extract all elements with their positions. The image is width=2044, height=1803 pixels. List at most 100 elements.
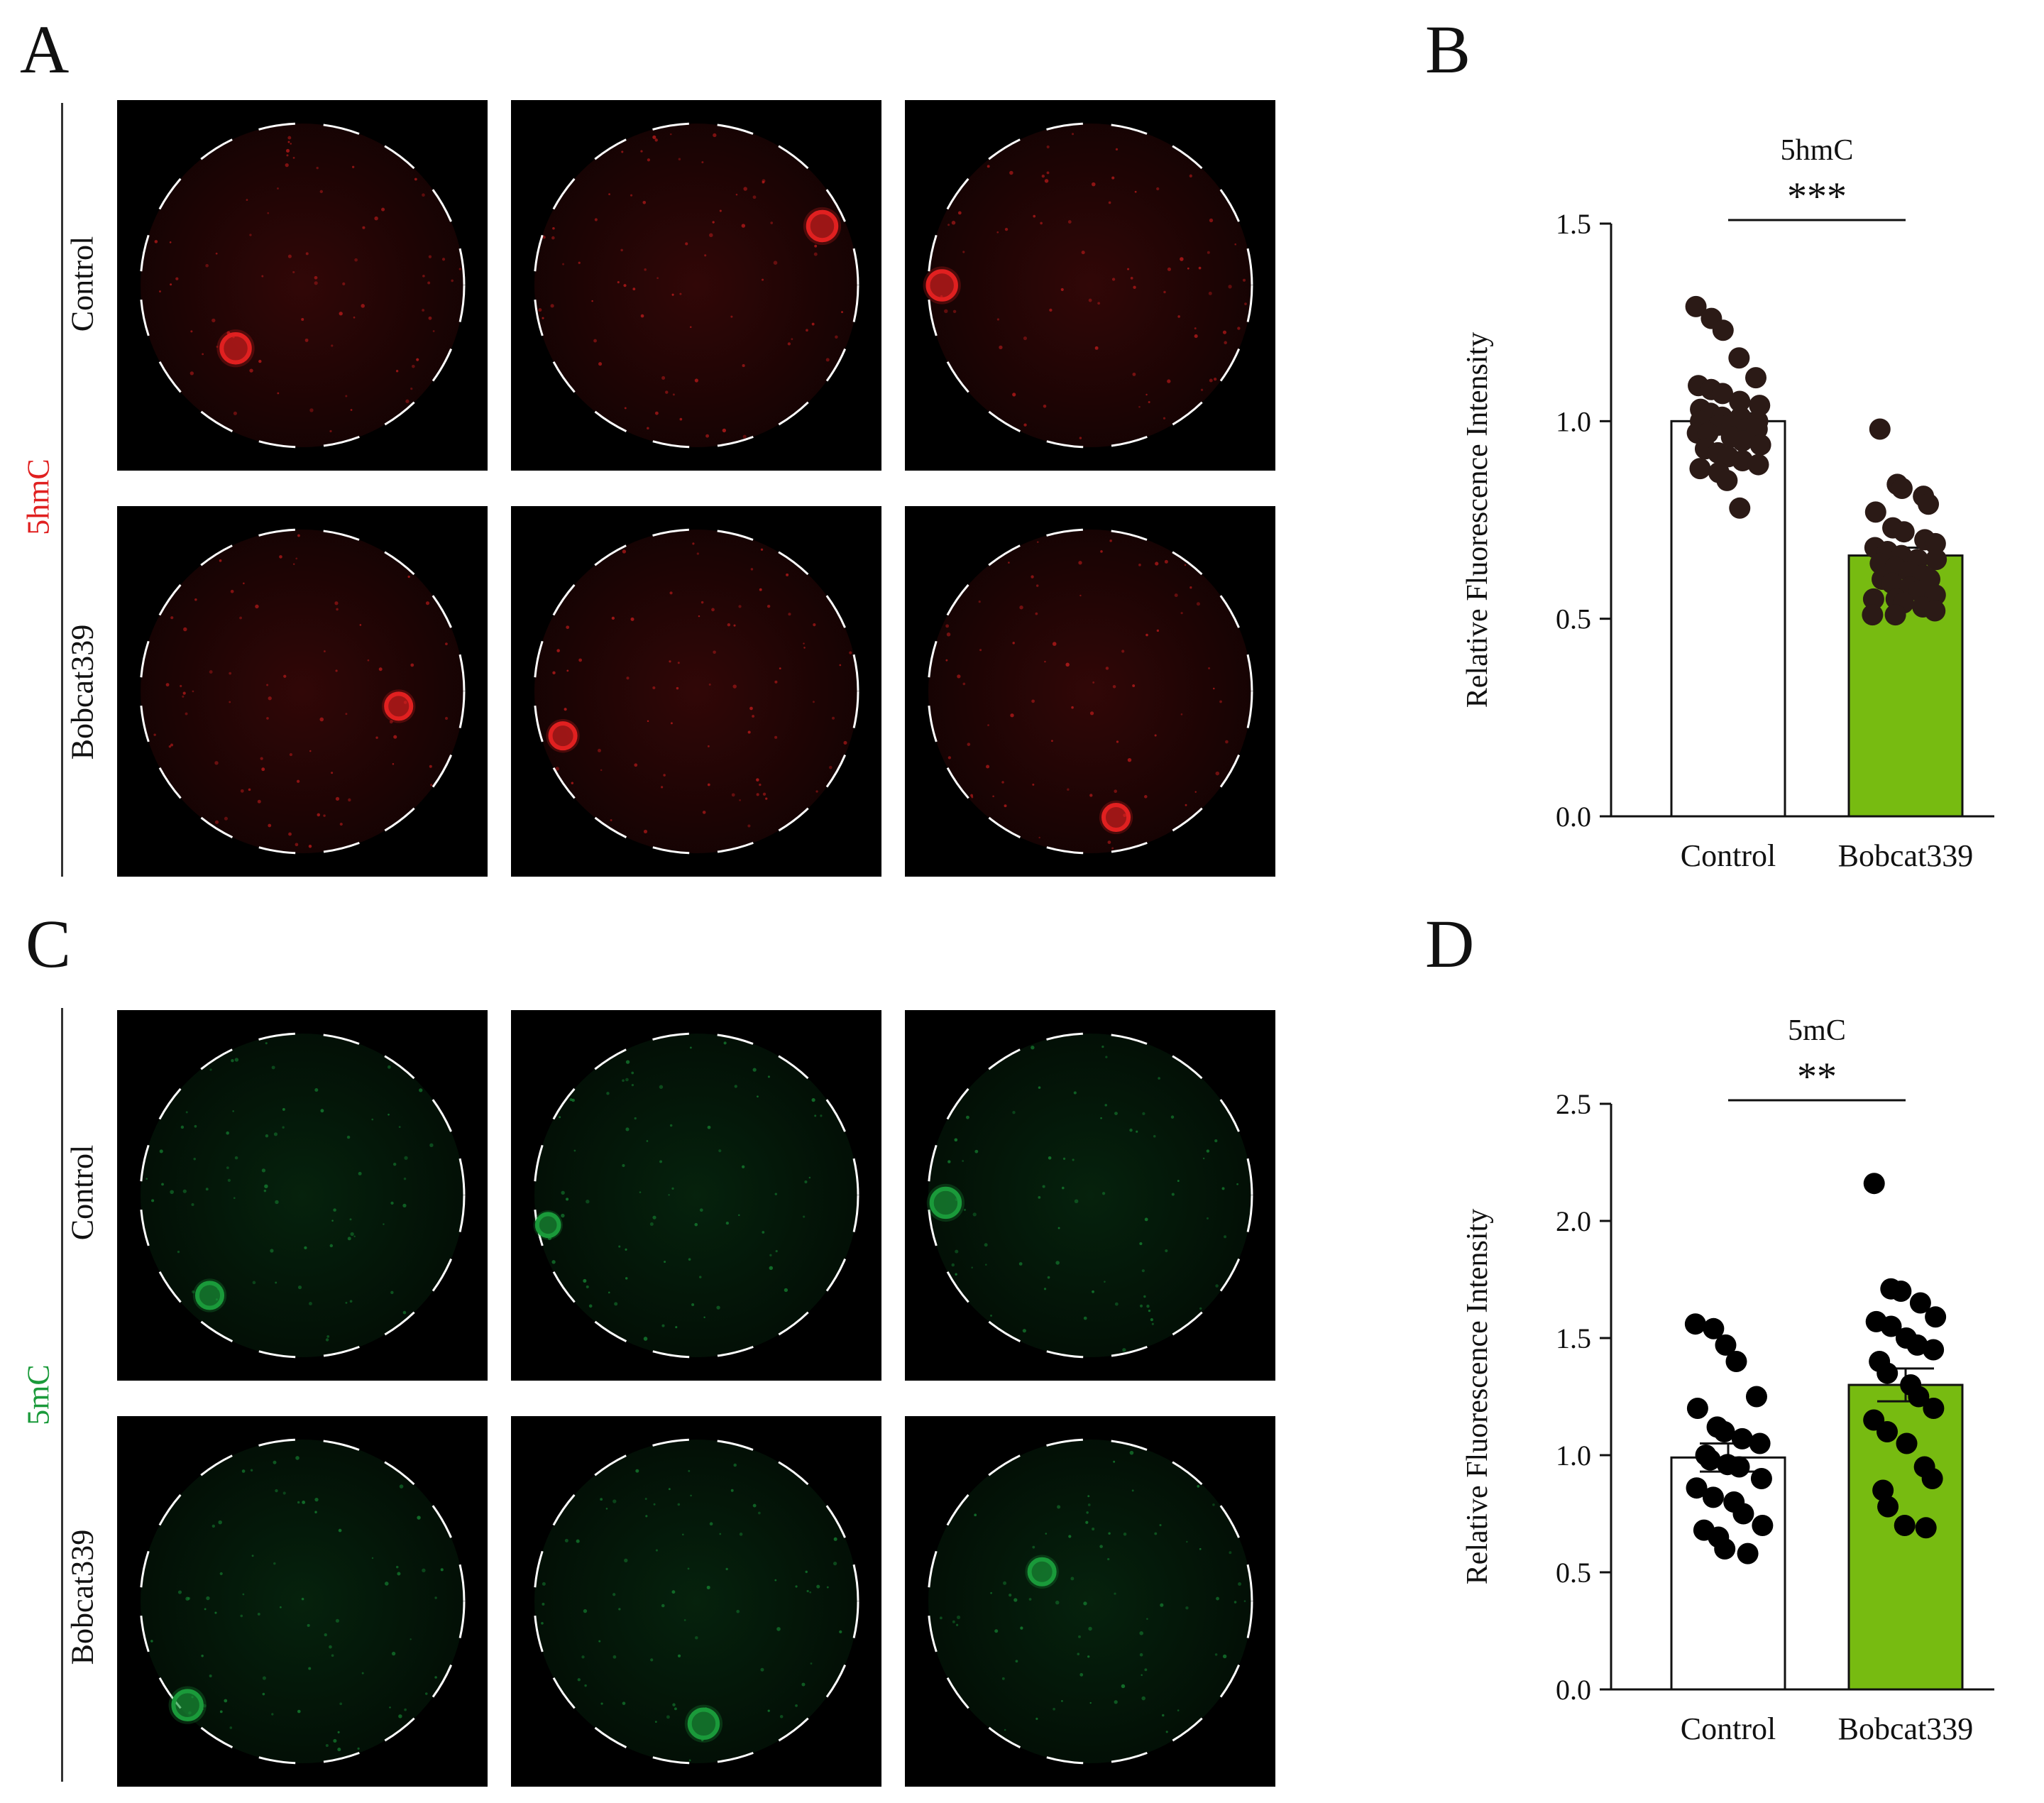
speckle xyxy=(1234,243,1237,246)
speckle xyxy=(1229,1551,1232,1555)
speckle xyxy=(1048,1156,1052,1160)
speckle xyxy=(314,1087,319,1092)
speckle xyxy=(573,1149,576,1152)
speckle xyxy=(756,778,759,782)
speckle xyxy=(1208,291,1212,295)
speckle xyxy=(226,1131,229,1135)
speckle xyxy=(967,742,971,746)
data-point xyxy=(1906,1334,1928,1356)
speckle xyxy=(762,792,766,796)
speckle xyxy=(1062,1157,1066,1161)
speckle xyxy=(1057,1505,1061,1509)
speckle xyxy=(1163,290,1166,294)
speckle xyxy=(656,277,659,280)
speckle xyxy=(393,735,397,739)
speckle xyxy=(392,1162,397,1166)
speckle xyxy=(295,1456,300,1460)
speckle xyxy=(1164,559,1168,564)
nucleus-fill xyxy=(386,694,412,719)
speckle xyxy=(1133,285,1136,289)
speckle xyxy=(643,829,648,834)
speckle xyxy=(1225,740,1229,744)
speckle xyxy=(285,163,289,168)
speckle xyxy=(775,1249,778,1253)
speckle xyxy=(820,1114,823,1117)
speckle xyxy=(1079,1672,1084,1677)
speckle xyxy=(1159,1524,1162,1527)
speckle xyxy=(325,1338,329,1342)
speckle xyxy=(361,1672,364,1675)
speckle xyxy=(679,417,683,421)
speckle xyxy=(292,563,295,565)
speckle xyxy=(1238,1582,1242,1586)
nucleus-fill xyxy=(1029,1559,1055,1584)
speckle xyxy=(399,1484,404,1489)
speckle xyxy=(1139,1304,1143,1308)
speckle xyxy=(1180,713,1183,716)
speckle xyxy=(996,318,1000,321)
speckle xyxy=(760,548,764,551)
nucleus-fill xyxy=(550,723,576,749)
speckle xyxy=(743,187,747,191)
speckle xyxy=(767,1709,770,1712)
speckle xyxy=(635,1469,639,1473)
speckle xyxy=(308,1667,312,1670)
speckle xyxy=(696,552,699,555)
bar-bobcat339 xyxy=(1847,1383,1964,1691)
speckle xyxy=(314,1511,317,1514)
speckle xyxy=(257,1612,260,1616)
speckle xyxy=(239,616,242,620)
speckle xyxy=(333,1208,336,1212)
speckle xyxy=(663,774,666,777)
speckle xyxy=(219,559,222,562)
speckle xyxy=(1094,346,1099,350)
speckle xyxy=(670,722,673,725)
speckle xyxy=(1151,1322,1154,1325)
data-point xyxy=(1749,434,1771,456)
speckle xyxy=(1043,404,1047,408)
speckle xyxy=(335,669,338,672)
data-point xyxy=(1872,1479,1894,1501)
speckle xyxy=(287,254,292,258)
speckle xyxy=(410,388,413,390)
micrograph-a-control-3 xyxy=(905,100,1275,471)
speckle xyxy=(1023,423,1027,427)
speckle xyxy=(786,573,789,576)
speckle xyxy=(211,1524,216,1528)
speckle xyxy=(1214,1139,1218,1143)
speckle xyxy=(581,1655,585,1659)
speckle xyxy=(630,617,634,621)
panel-letter-c: C xyxy=(26,906,72,982)
speckle xyxy=(1081,251,1085,255)
speckle xyxy=(407,575,410,579)
speckle xyxy=(832,716,835,720)
speckle xyxy=(1156,187,1160,191)
speckle xyxy=(593,339,597,343)
speckle xyxy=(263,1189,267,1193)
speckle xyxy=(723,1041,727,1045)
speckle xyxy=(679,292,682,295)
speckle xyxy=(1099,1545,1103,1548)
micrograph-a-bobcat-2 xyxy=(511,506,881,877)
speckle xyxy=(219,1710,223,1714)
speckle xyxy=(1198,266,1202,270)
speckle xyxy=(1165,1249,1168,1253)
speckle xyxy=(1197,1484,1200,1488)
speckle xyxy=(383,1223,385,1225)
speckle xyxy=(671,1590,676,1594)
speckle xyxy=(316,166,319,170)
speckle xyxy=(1233,1601,1237,1604)
speckle xyxy=(586,1285,589,1288)
speckle xyxy=(622,1163,625,1168)
speckle xyxy=(1038,1086,1041,1089)
speckle xyxy=(1145,393,1148,396)
speckle xyxy=(1141,1269,1145,1273)
speckle xyxy=(779,667,781,670)
speckle xyxy=(1116,740,1119,743)
speckle xyxy=(429,765,432,768)
speckle xyxy=(230,589,234,593)
speckle xyxy=(329,1244,334,1248)
speckle xyxy=(309,750,312,752)
speckle xyxy=(583,1278,587,1283)
speckle xyxy=(1004,804,1007,808)
